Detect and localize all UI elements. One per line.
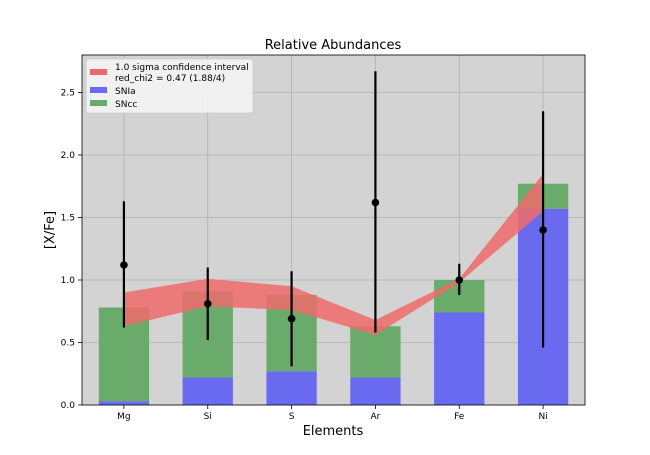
bar-snia-s [266,371,317,405]
x-tick-label-ni: Ni [538,412,547,422]
bar-snia-si [182,377,233,405]
plot-frame [81,54,586,406]
axis-ticks: 0.0 0.5 1.0 1.5 2.0 2.5 Mg Si S Ar Fe Ni [61,89,548,423]
y-tick-label-3: 1.5 [61,214,75,224]
y-tick-label-1: 0.5 [61,339,75,349]
data-point-mg [120,261,128,269]
x-tick-label-s: S [289,412,295,422]
x-tick-label-si: Si [204,412,212,422]
legend-label-confidence: 1.0 sigma confidence interval [115,63,249,73]
legend: 1.0 sigma confidence interval red_chi2 =… [85,58,254,114]
data-point-s [287,314,296,323]
x-axis-label: Elements [303,424,364,439]
legend-swatch-snia [90,87,107,93]
confidence-band [123,173,544,335]
y-axis-label: [X/Fe] [43,211,58,249]
bar-snia-fe [434,312,485,405]
x-tick-label-ar: Ar [370,412,380,422]
legend-label-chi2: red_chi2 = 0.47 (1.88/4) [115,74,225,84]
legend-box [85,58,254,114]
y-tick-label-4: 2.0 [61,151,76,161]
bar-snia-ar [350,377,401,405]
y-tick-label-0: 0.0 [61,401,76,411]
observation-errorbars [120,71,547,367]
legend-label-sncc: SNcc [115,100,137,110]
bar-snia-mg [98,401,150,405]
data-point-fe [455,276,464,284]
data-point-ar [371,198,380,207]
legend-swatch-confidence [90,69,107,75]
y-tick-label-2: 1.0 [61,276,76,286]
chart-title: Relative Abundances [265,38,402,53]
legend-swatch-sncc [90,100,107,106]
legend-label-snia: SNIa [115,87,136,97]
x-tick-label-fe: Fe [454,412,465,422]
data-point-ni [539,226,547,234]
y-tick-label-5: 2.5 [61,89,75,99]
data-point-si [203,299,212,308]
x-tick-label-mg: Mg [117,412,130,422]
confidence-band-area [123,173,544,335]
